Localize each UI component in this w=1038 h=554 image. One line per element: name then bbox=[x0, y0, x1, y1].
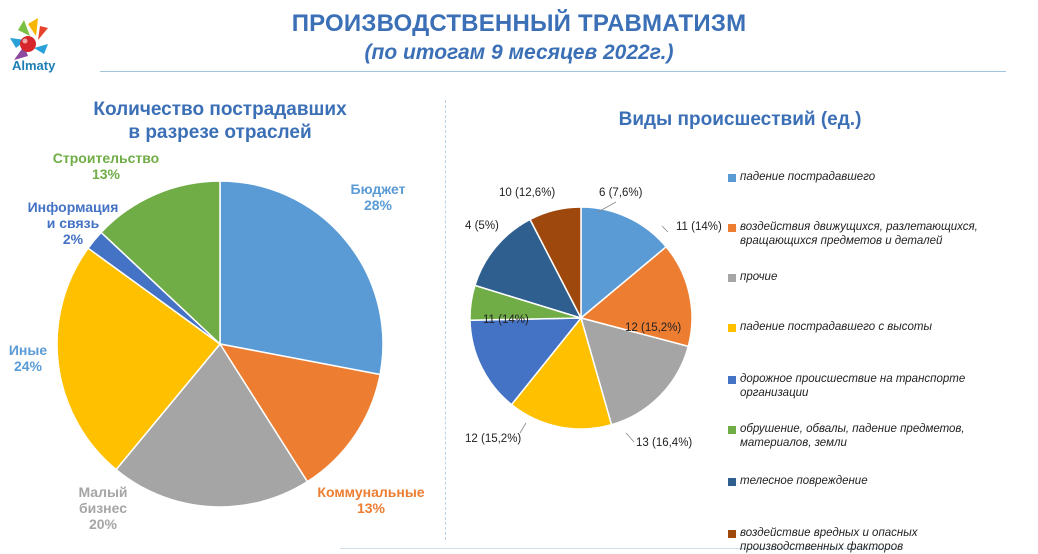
legend-label-5: дорожное происшествие на транспорте орган… bbox=[740, 372, 965, 400]
legend-label-2-line-1: воздействия движущихся, разлетающихся, bbox=[740, 221, 978, 233]
industry-label-5-line-3: 2% bbox=[63, 231, 84, 247]
page-title: ПРОИЗВОДСТВЕННЫЙ ТРАВМАТИЗМ bbox=[291, 10, 747, 37]
industry-label-3-line-1: Малый bbox=[78, 484, 127, 500]
legend-label-3: прочие bbox=[740, 270, 777, 284]
legend-label-6: обрушение, обвалы, падение предметов, мат… bbox=[740, 422, 965, 450]
industry-label-1-line-1: Бюджет bbox=[351, 181, 406, 197]
industry-pie-slice-1 bbox=[219, 180, 384, 376]
incident-data-label-2: 12 (15,2%) bbox=[625, 322, 681, 334]
industry-label-4-line-1: Иные bbox=[9, 342, 47, 358]
industry-pie-slice-6 bbox=[100, 180, 221, 346]
industry-label-6-line-2: 13% bbox=[92, 166, 121, 182]
incident-pie-labels: 11 (14%) 12 (15,2%) 13 (16,4%) 12 (15,2%) 11… bbox=[465, 187, 722, 449]
industry-pie-slice-4 bbox=[56, 247, 222, 471]
right-chart-title: Виды происшествий (ед.) bbox=[618, 109, 862, 130]
legend-swatch-3 bbox=[728, 274, 736, 282]
industry-label-1-line-2: 28% bbox=[364, 197, 393, 213]
page-subtitle: (по итогам 9 месяцев 2022г.) bbox=[364, 41, 674, 64]
legend-label-4: падение пострадавшего с высоты bbox=[740, 320, 932, 334]
incident-data-label-5: 11 (14%) bbox=[483, 314, 529, 326]
incident-pie-slice-2 bbox=[579, 245, 693, 348]
leader-line-3 bbox=[625, 432, 635, 443]
header-divider bbox=[100, 71, 1006, 72]
footer-divider bbox=[340, 548, 900, 549]
industry-label-5-line-1: Информация bbox=[28, 199, 119, 215]
incident-pie-slice-1 bbox=[580, 206, 668, 320]
legend-item-8: воздействие вредных и опасных производств… bbox=[728, 526, 1028, 554]
industry-label-6-line-1: Строительство bbox=[53, 150, 159, 166]
logo-star-icon bbox=[10, 18, 48, 60]
legend-label-3-line-1: прочие bbox=[740, 271, 778, 283]
incident-data-label-1: 11 (14%) bbox=[676, 221, 722, 233]
industry-pie-slice-2 bbox=[218, 342, 381, 483]
incident-pie-slice-4 bbox=[510, 316, 613, 430]
legend-label-5-line-2: организации bbox=[740, 387, 809, 399]
legend-swatch-7 bbox=[728, 478, 736, 486]
industry-label-3-line-2: бизнес bbox=[79, 500, 127, 516]
incident-data-label-4: 12 (15,2%) bbox=[465, 433, 521, 445]
incident-pie-slice-7 bbox=[473, 218, 583, 320]
legend-item-5: дорожное происшествие на транспорте орган… bbox=[728, 372, 1028, 400]
industry-pie-chart bbox=[56, 180, 384, 508]
legend-label-6-line-2: материалов, земли bbox=[740, 437, 847, 449]
legend-label-6-line-1: обрушение, обвалы, падение предметов, bbox=[740, 423, 965, 435]
page-header: ПРОИЗВОДСТВЕННЫЙ ТРАВМАТИЗМ (по итогам 9… bbox=[0, 10, 1038, 65]
legend-label-1: падение пострадавшего bbox=[740, 170, 875, 184]
legend-label-5-line-1: дорожное происшествие на транспорте bbox=[740, 373, 966, 385]
left-chart-title-line-2: в разрезе отраслей bbox=[128, 122, 312, 143]
industry-pie-slice-3 bbox=[115, 342, 309, 508]
incident-pie-slice-8 bbox=[529, 206, 582, 319]
leader-line-2 bbox=[661, 225, 669, 233]
incident-pie-slice-5 bbox=[469, 317, 583, 406]
left-chart-title: Количество пострадавших в разрезе отрасл… bbox=[40, 98, 400, 144]
legend-swatch-4 bbox=[728, 324, 736, 332]
legend-swatch-2 bbox=[728, 224, 736, 232]
logo-text: Almaty bbox=[12, 58, 56, 73]
industry-label-2-line-2: 13% bbox=[357, 500, 386, 516]
legend-item-2: воздействия движущихся, разлетающихся, вр… bbox=[728, 220, 1028, 248]
legend-swatch-1 bbox=[728, 174, 736, 182]
industry-pie-labels: Бюджет28%Коммунальные13%Малыйбизнес20%Ин… bbox=[9, 150, 425, 532]
legend-item-7: телесное повреждение bbox=[728, 474, 1028, 488]
legend-label-8-line-2: производственных факторов bbox=[740, 541, 904, 553]
legend-label-7: телесное повреждение bbox=[740, 474, 868, 488]
industry-label-2-line-1: Коммунальные bbox=[317, 484, 424, 500]
incident-pie-chart bbox=[469, 206, 693, 430]
industry-label-4-line-2: 24% bbox=[14, 358, 43, 374]
industry-label-5-line-2: и связь bbox=[47, 215, 100, 231]
legend-swatch-8 bbox=[728, 530, 736, 538]
incident-pie-slice-3 bbox=[579, 316, 690, 426]
leader-line-1 bbox=[597, 201, 617, 213]
legend-label-8: воздействие вредных и опасных производств… bbox=[740, 526, 917, 554]
legend-swatch-5 bbox=[728, 376, 736, 384]
incident-data-label-8: 6 (7,6%) bbox=[599, 187, 643, 199]
legend-label-8-line-1: воздействие вредных и опасных bbox=[740, 527, 918, 539]
legend-label-7-line-1: телесное повреждение bbox=[740, 475, 868, 487]
legend-label-2-line-2: вращающихся предметов и деталей bbox=[740, 235, 943, 247]
section-divider bbox=[445, 100, 446, 540]
legend-item-4: падение пострадавшего с высоты bbox=[728, 320, 1028, 334]
legend-item-6: обрушение, обвалы, падение предметов, мат… bbox=[728, 422, 1028, 450]
legend-swatch-6 bbox=[728, 426, 736, 434]
incident-data-label-3: 13 (16,4%) bbox=[636, 437, 692, 449]
left-chart-title-line-1: Количество пострадавших bbox=[93, 99, 347, 120]
legend-label-4-line-1: падение пострадавшего с высоты bbox=[740, 321, 932, 333]
almaty-logo bbox=[10, 18, 48, 60]
legend-item-1: падение пострадавшего bbox=[728, 170, 1028, 184]
industry-label-3-line-3: 20% bbox=[89, 516, 118, 532]
legend-label-1-line-1: падение пострадавшего bbox=[740, 171, 876, 183]
incident-data-label-7: 10 (12,6%) bbox=[499, 187, 555, 199]
incident-data-label-6: 4 (5%) bbox=[465, 220, 499, 232]
leader-line-4 bbox=[519, 422, 527, 434]
legend-label-2: воздействия движущихся, разлетающихся, вр… bbox=[740, 220, 978, 248]
legend-item-3: прочие bbox=[728, 270, 1028, 284]
